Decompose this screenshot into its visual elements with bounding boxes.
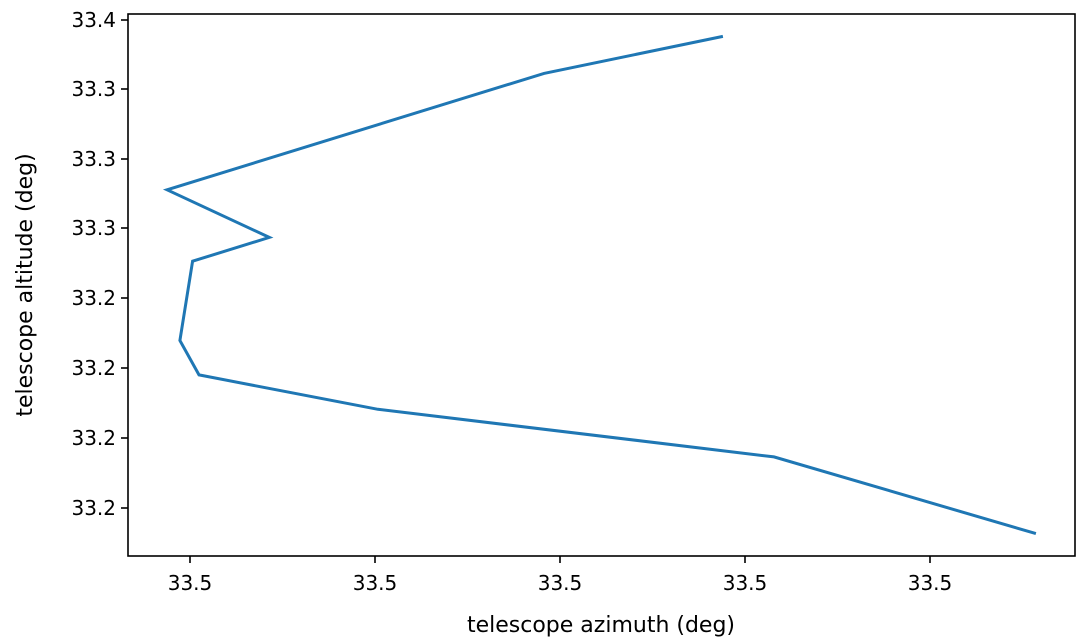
y-tick-label: 33.2 bbox=[71, 286, 116, 310]
y-tick-label: 33.2 bbox=[71, 496, 116, 520]
y-tick-label: 33.2 bbox=[71, 426, 116, 450]
y-tick-label: 33.3 bbox=[71, 77, 116, 101]
x-tick-label: 33.5 bbox=[908, 571, 953, 595]
plot-frame bbox=[127, 13, 1076, 557]
x-axis-ticks: 33.5 33.5 33.5 33.5 33.5 bbox=[168, 556, 953, 595]
y-axis-ticks: 33.2 33.2 33.2 33.2 33.3 33.3 33.3 33.4 bbox=[71, 8, 128, 520]
plot-background bbox=[128, 14, 1075, 556]
y-tick-label: 33.3 bbox=[71, 147, 116, 171]
y-tick-label: 33.3 bbox=[71, 216, 116, 240]
x-axis-label: telescope azimuth (deg) bbox=[467, 613, 735, 638]
x-tick-label: 33.5 bbox=[353, 571, 398, 595]
series-line bbox=[162, 34, 1037, 536]
x-tick-label: 33.5 bbox=[538, 571, 583, 595]
x-tick-label: 33.5 bbox=[723, 571, 768, 595]
y-tick-label: 33.4 bbox=[71, 8, 116, 32]
y-axis-label: telescope altitude (deg) bbox=[13, 153, 38, 416]
series-layer bbox=[162, 34, 1037, 536]
x-tick-label: 33.5 bbox=[168, 571, 213, 595]
y-tick-label: 33.2 bbox=[71, 356, 116, 380]
